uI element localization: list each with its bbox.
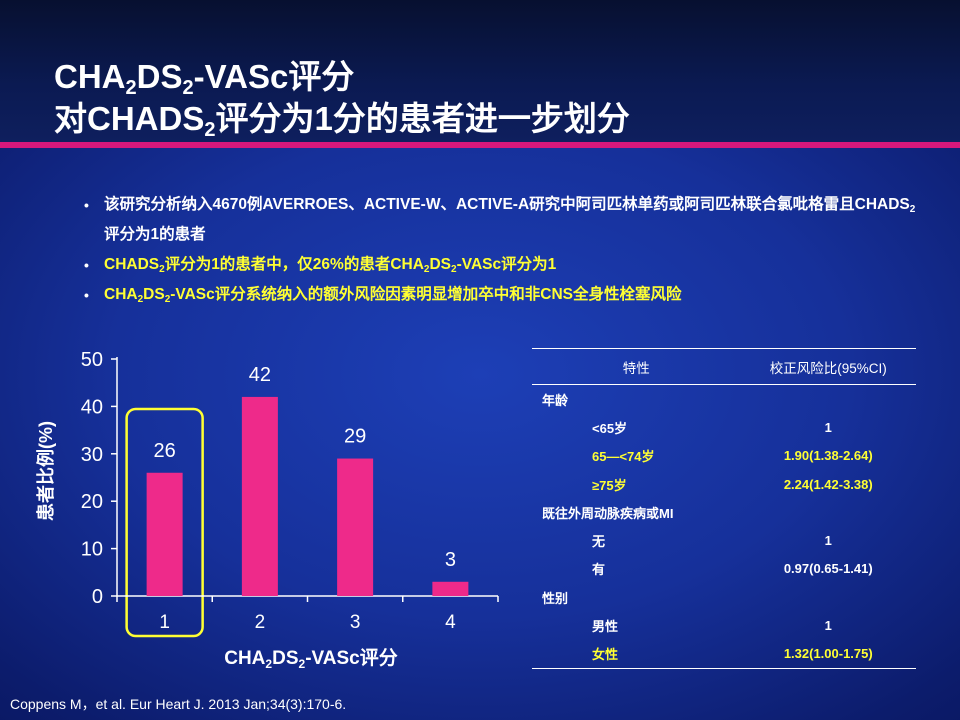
table-row: 男性 1	[532, 611, 916, 639]
data-label: 29	[344, 426, 366, 448]
table-row: 性别	[532, 583, 916, 611]
table-cell-characteristic: 女性	[532, 639, 741, 669]
table-cell-characteristic: <65岁	[592, 420, 628, 436]
slide-title-line1: CHA2DS2-VASc评分	[54, 58, 355, 99]
table-row: 既往外周动脉疾病或MI	[532, 498, 916, 526]
y-tick-label: 50	[81, 349, 103, 371]
table-header-characteristic: 特性	[532, 348, 741, 385]
table-header-hazard-ratio: 校正风险比(95%CI)	[740, 348, 916, 385]
table-row: 年龄	[532, 385, 916, 414]
bar	[146, 472, 183, 596]
table-row: 女性 1.32(1.00-1.75)	[532, 639, 916, 669]
table-row: <65岁 1	[532, 413, 916, 441]
highlight-frame	[125, 407, 204, 638]
data-label: 3	[445, 549, 456, 571]
table-row: 有 0.97(0.65-1.41)	[532, 555, 916, 583]
table-row: 65—<74岁 1.90(1.38-2.64)	[532, 442, 916, 470]
title-banner	[0, 0, 960, 142]
bullet-list: 该研究分析纳入4670例AVERROES、ACTIVE-W、ACTIVE-A研究…	[84, 190, 924, 310]
table-cell-hazard-ratio	[741, 583, 916, 611]
x-tick-label: 3	[350, 612, 361, 633]
table-cell-characteristic: 有	[592, 562, 606, 578]
table-cell-hazard-ratio: 1.32(1.00-1.75)	[740, 639, 916, 669]
y-tick-label: 10	[81, 539, 103, 561]
bar	[241, 396, 278, 596]
data-label: 42	[249, 364, 271, 386]
table-header-row: 特性 校正风险比(95%CI)	[532, 348, 916, 385]
table-cell-characteristic: 性别	[542, 590, 569, 606]
table-cell-characteristic: 既往外周动脉疾病或MI	[542, 505, 674, 521]
table-cell-hazard-ratio: 1.90(1.38-2.64)	[783, 448, 873, 464]
x-tick-label: 4	[445, 612, 456, 633]
table-cell-hazard-ratio: 1	[824, 533, 832, 549]
table-cell-characteristic: 65—<74岁	[592, 449, 655, 465]
table-cell-hazard-ratio: 0.97(0.65-1.41)	[783, 561, 873, 577]
bar-chart: 0 10 20 30 40 50 26 1 42 2 29 3 3 4	[81, 349, 499, 638]
y-tick-label: 30	[81, 444, 103, 466]
table-cell-characteristic: 年龄	[542, 392, 569, 408]
hazard-ratio-table: 特性 校正风险比(95%CI) 年龄 <65岁 1 65—<74岁 1.90(1.38-…	[532, 348, 916, 669]
table-cell-hazard-ratio	[741, 498, 916, 526]
table-cell-hazard-ratio	[741, 385, 916, 414]
citation: Coppens M，et al. Eur Heart J. 2013 Jan;3…	[10, 696, 347, 712]
table-cell-hazard-ratio: 1	[824, 419, 832, 435]
bar	[432, 581, 469, 596]
table-row: ≥75岁 2.24(1.42-3.38)	[532, 470, 916, 498]
table-cell-characteristic: 男性	[592, 619, 619, 635]
y-tick-label: 20	[81, 491, 103, 513]
hazard-ratio-table-wrap: 特性 校正风险比(95%CI) 年龄 <65岁 1 65—<74岁 1.90(1.38-…	[532, 348, 916, 669]
y-tick-label: 40	[81, 396, 103, 418]
slide-title-line2: 对CHADS2评分为1分的患者进一步划分	[54, 100, 630, 141]
table-cell-characteristic: 无	[592, 534, 606, 550]
table-cell-hazard-ratio: 1	[824, 618, 832, 634]
bar	[337, 458, 374, 596]
x-axis-title: CHA2DS2-VASc评分	[224, 648, 398, 671]
bullet-item-chads: CHADS2评分为1的患者中，仅26%的患者CHA2DS2-VASc评分为1	[84, 250, 924, 280]
y-tick-label: 0	[92, 586, 103, 608]
table-cell-hazard-ratio: 2.24(1.42-3.38)	[783, 476, 873, 492]
data-label: 26	[154, 440, 176, 462]
x-tick-label: 2	[255, 612, 266, 633]
x-tick-label: 1	[159, 612, 170, 633]
table-cell-characteristic: ≥75岁	[592, 477, 627, 493]
bullet-item-risk-factors: CHA2DS2-VASc评分系统纳入的额外风险因素明显增加卒中和非CNS全身性栓…	[84, 280, 924, 310]
bullet-item-study: 该研究分析纳入4670例AVERROES、ACTIVE-W、ACTIVE-A研究…	[84, 190, 924, 250]
title-divider	[0, 142, 960, 148]
